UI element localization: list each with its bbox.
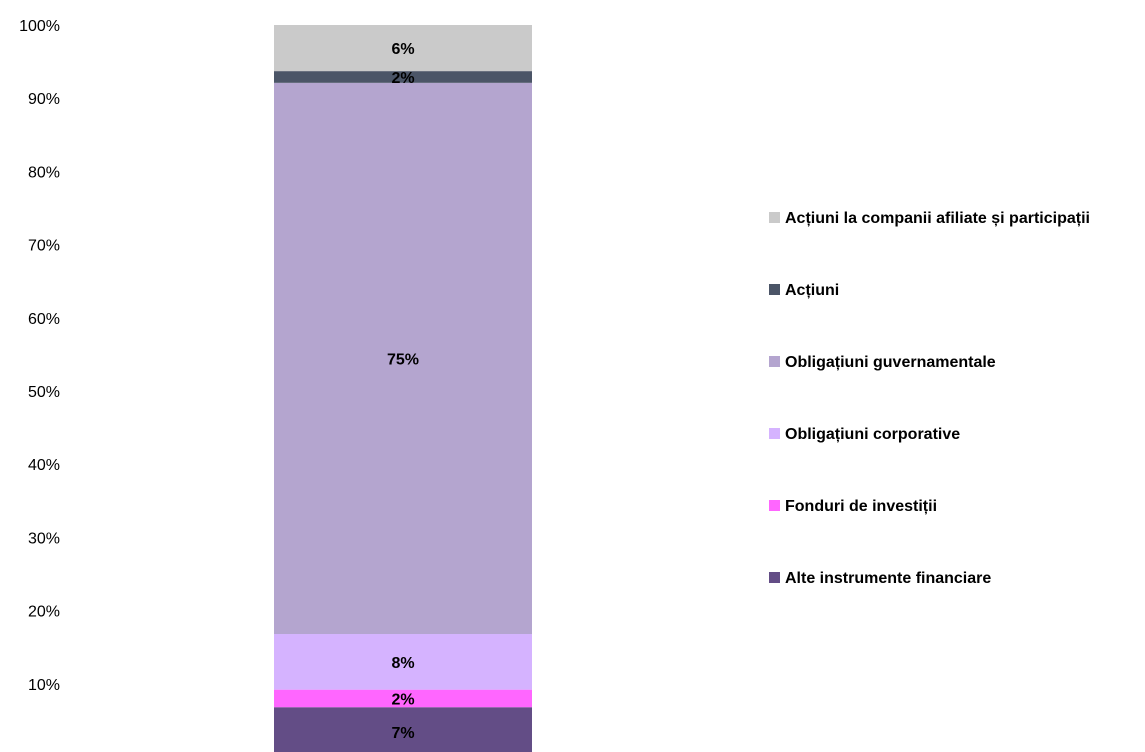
bar-segment-2 xyxy=(274,689,532,708)
data-label: 2% xyxy=(391,70,414,87)
legend-swatch xyxy=(769,500,780,511)
legend-swatch xyxy=(769,356,780,367)
bar-segment-3 xyxy=(274,634,532,690)
y-tick-label: 20% xyxy=(28,604,60,621)
data-label: 7% xyxy=(391,725,414,742)
bar-segment-4 xyxy=(274,82,532,635)
y-tick-label: 100% xyxy=(19,18,60,35)
bar-segment-1 xyxy=(274,707,532,752)
y-tick-label: 80% xyxy=(28,164,60,181)
data-label: 2% xyxy=(391,691,414,708)
legend-swatch xyxy=(769,284,780,295)
legend-swatch xyxy=(769,572,780,583)
y-tick-label: 90% xyxy=(28,91,60,108)
bar-segment-5 xyxy=(274,71,532,83)
y-tick-label: 60% xyxy=(28,311,60,328)
y-tick-label: 40% xyxy=(28,457,60,474)
bar-segment-6 xyxy=(274,25,532,72)
y-axis: 0% 10% 20% 30% 40% 50% 60% 70% 80% 90% 100% xyxy=(19,18,60,752)
legend-swatch xyxy=(769,428,780,439)
legend-label: Acțiuni la companii afiliate și particip… xyxy=(785,210,1090,227)
y-tick-label: 10% xyxy=(28,677,60,694)
data-label: 75% xyxy=(387,351,419,368)
y-tick-label: 0% xyxy=(37,750,60,752)
legend-label: Obligațiuni guvernamentale xyxy=(785,354,996,371)
y-tick-label: 70% xyxy=(28,238,60,255)
legend: Acțiuni la companii afiliate și particip… xyxy=(769,210,1090,587)
bar-stack xyxy=(274,25,532,752)
y-tick-label: 30% xyxy=(28,530,60,547)
legend-label: Alte instrumente financiare xyxy=(785,570,991,587)
data-labels: 7% 2% 8% 75% 2% 6% xyxy=(387,41,419,742)
legend-label: Obligațiuni corporative xyxy=(785,426,960,443)
legend-label: Fonduri de investiții xyxy=(785,498,937,515)
legend-label: Acțiuni xyxy=(785,282,839,299)
data-label: 8% xyxy=(391,655,414,672)
data-label: 6% xyxy=(391,41,414,58)
y-tick-label: 50% xyxy=(28,384,60,401)
legend-swatch xyxy=(769,212,780,223)
